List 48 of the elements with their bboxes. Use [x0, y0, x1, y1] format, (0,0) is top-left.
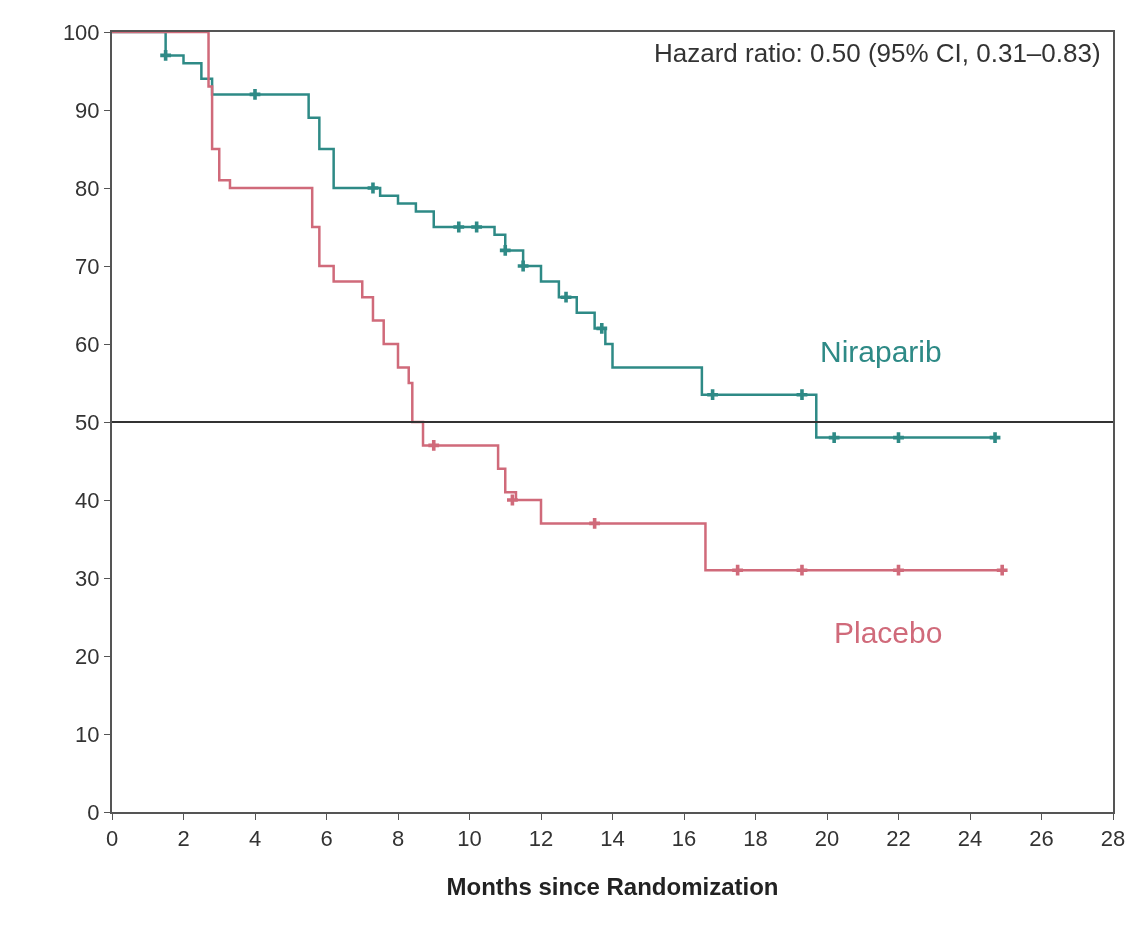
y-tick-label: 30: [75, 565, 100, 591]
y-tick-label: 20: [75, 643, 100, 669]
x-tick-label: 24: [957, 826, 983, 852]
point: [249, 89, 261, 100]
point: [893, 564, 904, 576]
x-tick-label: 28: [1100, 826, 1126, 852]
x-tick-label: 26: [1029, 826, 1054, 852]
point: [732, 564, 744, 576]
x-tick-label: 16: [671, 826, 697, 852]
y-tick-label: 90: [75, 97, 100, 123]
point: [707, 389, 718, 401]
x-axis-title: Months since Randomization: [446, 873, 779, 900]
point: [367, 182, 379, 194]
x-tick-label: 10: [457, 826, 482, 852]
series-label: Niraparib: [820, 335, 942, 368]
x-tick-label: 20: [814, 826, 840, 852]
x-tick-label: 22: [886, 826, 911, 852]
y-tick-label: 70: [75, 253, 100, 279]
y-tick-label: 10: [75, 721, 100, 747]
x-tick-label: 4: [248, 826, 262, 852]
point: [596, 323, 608, 334]
point: [507, 494, 518, 506]
point: [499, 245, 511, 256]
x-tick-label: 6: [320, 826, 333, 852]
y-tick-label: 40: [75, 487, 100, 513]
y-tick-label: 50: [75, 409, 100, 435]
point: [796, 564, 808, 576]
y-tick-label: 60: [75, 331, 100, 357]
y-tick-label: 100: [62, 19, 100, 45]
point: [828, 432, 840, 443]
point: [560, 291, 572, 303]
annotation: Hazard ratio: 0.50 (95% CI, 0.31–0.83): [654, 38, 1101, 68]
x-tick-label: 8: [391, 826, 405, 852]
point: [471, 221, 483, 233]
y-tick-label: 0: [87, 799, 100, 825]
x-tick-label: 18: [743, 826, 768, 852]
x-tick-label: 0: [105, 826, 119, 852]
point: [989, 432, 1001, 443]
point: [517, 260, 529, 272]
point: [796, 389, 808, 401]
point: [996, 564, 1008, 576]
x-tick-label: 14: [600, 826, 625, 852]
point: [428, 440, 440, 451]
x-tick-label: 12: [528, 826, 554, 852]
x-tick-label: 2: [177, 826, 190, 852]
point: [453, 221, 465, 233]
series-label: Placebo: [834, 616, 943, 649]
y-tick-label: 80: [75, 175, 100, 201]
